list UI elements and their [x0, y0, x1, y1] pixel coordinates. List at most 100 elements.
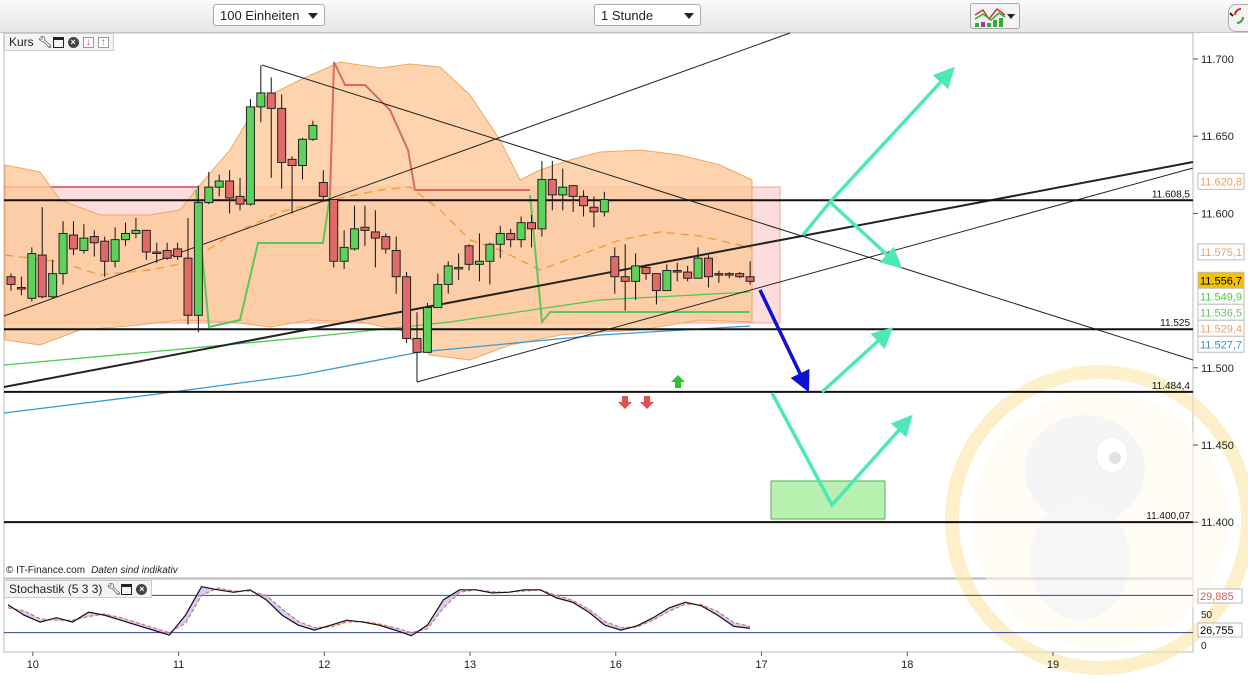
chevron-down-icon — [1007, 14, 1015, 19]
candle — [724, 272, 734, 279]
candle-body — [485, 243, 495, 262]
candle-body — [693, 257, 703, 279]
chart-indicator-icon — [974, 7, 1006, 27]
candle — [121, 222, 131, 246]
candle — [568, 185, 578, 212]
refresh-button[interactable] — [1228, 4, 1248, 32]
price-label: 11.527,7 — [1200, 339, 1242, 351]
candle-body — [631, 265, 641, 282]
candle-body — [370, 231, 380, 239]
y-tick-label: 11.500 — [1201, 363, 1234, 375]
candle — [579, 190, 589, 217]
x-tick-label: 18 — [901, 659, 913, 671]
stochastic-y-tick-label: 50 — [1201, 610, 1213, 621]
window-icon[interactable] — [52, 36, 64, 48]
candle — [339, 230, 349, 269]
candle-body — [6, 276, 16, 285]
wrench-icon[interactable]: 🔧︎ — [37, 34, 53, 49]
candle — [537, 160, 547, 237]
candle — [558, 168, 568, 211]
toolbar: 100 Einheiten 1 Stunde — [0, 0, 1248, 33]
candle-body — [474, 260, 484, 265]
arrow-up-icon[interactable]: ↑ — [97, 36, 109, 48]
candle-body — [745, 276, 755, 282]
close-icon[interactable]: × — [136, 583, 148, 595]
candle-body — [433, 283, 443, 309]
level-label: 11.400,07 — [1146, 511, 1190, 522]
candle-body — [402, 276, 412, 339]
stochastic-k-line — [7, 586, 751, 637]
candle-body — [714, 273, 724, 276]
price-label-box — [1197, 335, 1245, 353]
candle-body — [589, 206, 599, 213]
candle-body — [318, 182, 328, 197]
arrow-down-icon[interactable]: ↓ — [82, 36, 94, 48]
candle — [381, 233, 391, 254]
stochastic-d-line — [7, 587, 751, 634]
close-icon[interactable]: × — [67, 36, 79, 48]
scenario-arrow-up-long — [801, 66, 955, 237]
candle — [318, 170, 328, 200]
x-tick-label: 16 — [610, 659, 622, 671]
candle-body — [297, 138, 307, 167]
candle — [620, 244, 630, 311]
candle — [287, 156, 297, 214]
candle — [214, 174, 224, 197]
candle — [256, 65, 266, 123]
x-tick-label: 13 — [464, 659, 476, 671]
candle — [474, 233, 484, 282]
candle-body — [162, 249, 172, 259]
stop-line-red — [329, 61, 530, 196]
candle — [329, 199, 339, 268]
candle — [110, 227, 120, 268]
candle-body — [662, 270, 672, 292]
units-select[interactable]: 100 Einheiten — [213, 4, 325, 26]
sell-signal-arrow-icon — [618, 396, 632, 409]
candle-body — [683, 271, 693, 279]
trendline-lower — [416, 167, 1194, 383]
candle — [152, 242, 162, 263]
x-tick-label: 19 — [1047, 659, 1059, 671]
x-tick-label: 11 — [173, 659, 184, 671]
candle — [672, 262, 682, 282]
candle-body — [516, 222, 526, 241]
candle — [141, 229, 151, 260]
main-panel-title: Kurs — [9, 35, 34, 49]
candle — [516, 216, 526, 248]
candle — [308, 120, 318, 141]
window-icon[interactable] — [121, 583, 133, 595]
interval-select[interactable]: 1 Stunde — [594, 4, 701, 26]
sell-signal-arrow-icon — [640, 396, 654, 409]
candle-body — [79, 237, 89, 251]
chevron-down-icon — [308, 13, 318, 19]
candle-body — [308, 124, 318, 140]
candle-body — [89, 236, 99, 244]
stochastic-value-box — [1197, 622, 1243, 638]
candle — [506, 228, 516, 248]
candle — [703, 255, 713, 288]
candle-body — [381, 236, 391, 250]
candle — [693, 247, 703, 279]
candle — [631, 253, 641, 300]
trendline-upper-channel — [3, 32, 791, 317]
indicator-button[interactable] — [970, 3, 1020, 29]
monkey-watermark — [945, 365, 1248, 675]
wrench-icon[interactable]: 🔧︎ — [106, 581, 122, 596]
candle — [610, 247, 620, 294]
candle — [350, 205, 360, 251]
stochastic-panel-title: Stochastik (5 3 3) — [9, 582, 103, 596]
moving-average-blue — [3, 325, 751, 414]
candle — [662, 264, 672, 292]
price-label: 11.620,8 — [1200, 176, 1242, 188]
candle — [37, 207, 47, 299]
candle — [6, 273, 16, 291]
candle-body — [266, 92, 276, 109]
candle — [131, 218, 141, 239]
candle-body — [527, 222, 536, 230]
candle-body — [703, 257, 713, 278]
candle — [370, 210, 380, 268]
price-label: 11.536,5 — [1200, 307, 1242, 319]
candle-body — [506, 232, 516, 241]
candle-body — [495, 232, 505, 245]
